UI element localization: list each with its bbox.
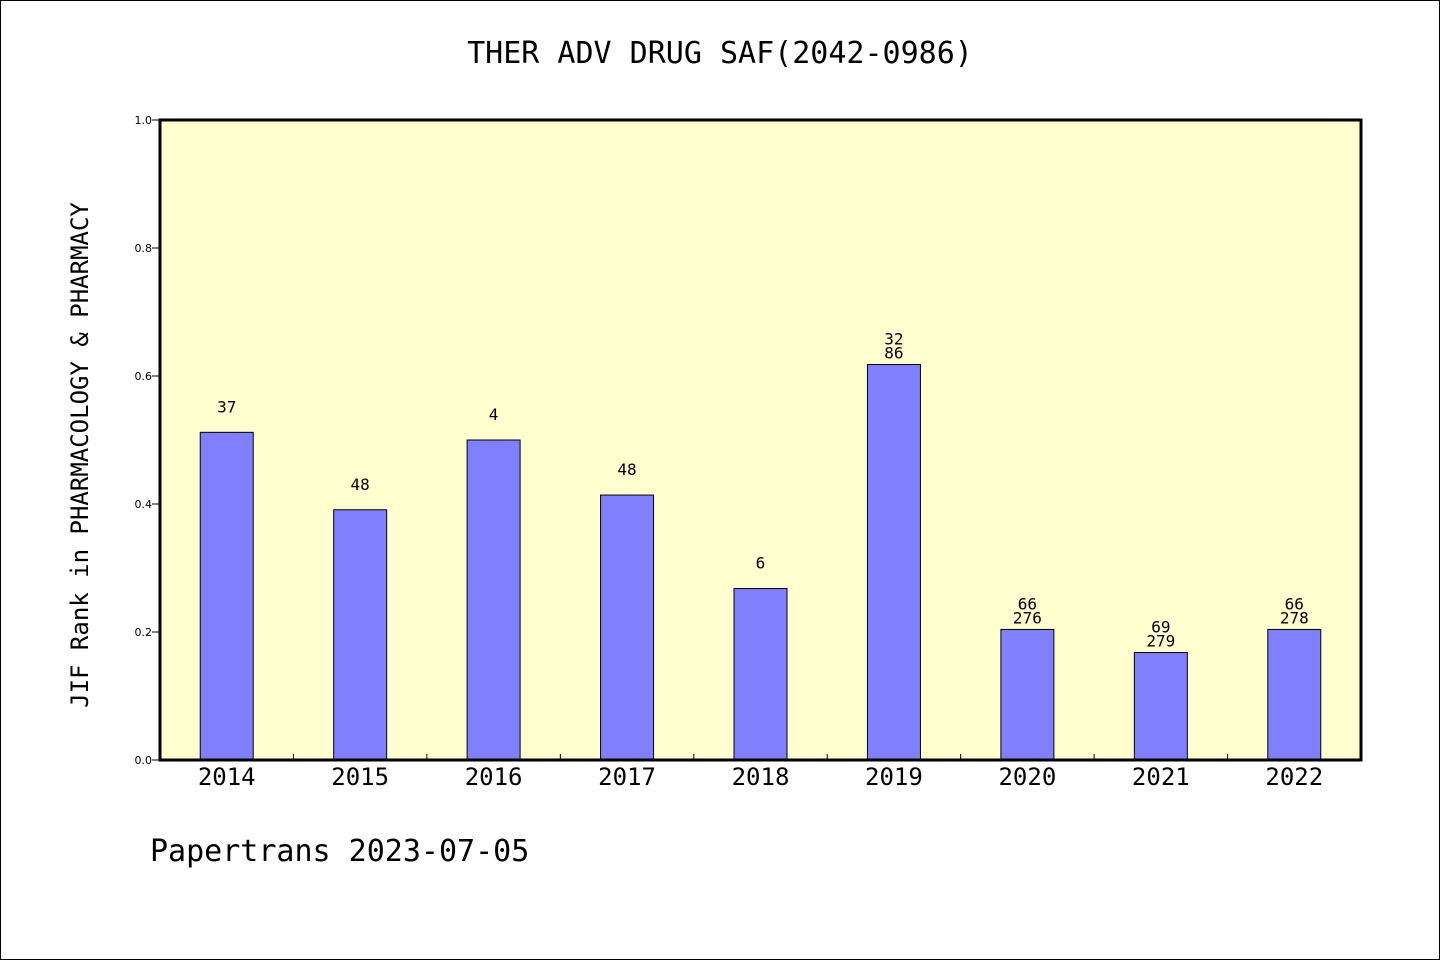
y-tick-label: 0.8 [135, 242, 153, 255]
x-tick-label-2019: 2019 [865, 763, 923, 791]
plot-border [158, 118, 1363, 762]
bar-2014 [199, 431, 254, 761]
bar-2018 [733, 587, 788, 761]
x-axis: 2014 2015 2016 2017 2018 2019 2020 2021 2022 [198, 754, 1323, 791]
y-tick-label: 0.2 [135, 626, 153, 639]
bar-2022 [1267, 628, 1322, 761]
data-label-2022: 66 [1285, 594, 1304, 613]
x-tick-label-2016: 2016 [465, 763, 523, 791]
data-label-2020: 276 [1013, 608, 1042, 627]
x-tick-label-2018: 2018 [732, 763, 790, 791]
data-label-2021: 69 [1151, 617, 1170, 636]
bar-2019 [866, 363, 921, 761]
data-label-2017: 48 [617, 460, 636, 479]
bar-2016 [466, 439, 521, 761]
y-axis: 0.0 0.2 0.4 0.6 0.8 1.0 [135, 114, 160, 767]
bar-2020 [1000, 628, 1055, 761]
data-label-2021: 279 [1146, 631, 1175, 650]
data-label-2020: 66 [1018, 594, 1037, 613]
data-label-2016: 4 [489, 405, 499, 424]
data-label-2018: 6 [756, 553, 766, 572]
bar-2015 [333, 509, 388, 761]
x-tick-label-2020: 2020 [998, 763, 1056, 791]
data-label-2022: 278 [1280, 608, 1309, 627]
chart-title: THER ADV DRUG SAF(2042-0986) [467, 36, 973, 71]
y-tick-label: 1.0 [135, 114, 153, 127]
data-label-2014: 37 [217, 397, 236, 416]
x-tick-label-2014: 2014 [198, 763, 256, 791]
data-label-2015: 48 [351, 475, 370, 494]
data-label-2019: 32 [884, 329, 903, 348]
y-axis-title: JIF Rank in PHARMACOLOGY & PHARMACY [66, 202, 94, 708]
x-tick-label-2015: 2015 [331, 763, 389, 791]
y-tick-label: 0.4 [135, 498, 153, 511]
data-label-2019: 86 [884, 343, 903, 362]
bar-2021 [1133, 651, 1188, 761]
bar-2017 [600, 494, 655, 761]
footer-text: Papertrans 2023-07-05 [150, 834, 530, 869]
y-tick-label: 0.6 [135, 370, 153, 383]
y-tick-label: 0.0 [135, 754, 153, 767]
x-tick-label-2021: 2021 [1132, 763, 1190, 791]
x-tick-label-2017: 2017 [598, 763, 656, 791]
x-tick-label-2022: 2022 [1265, 763, 1323, 791]
